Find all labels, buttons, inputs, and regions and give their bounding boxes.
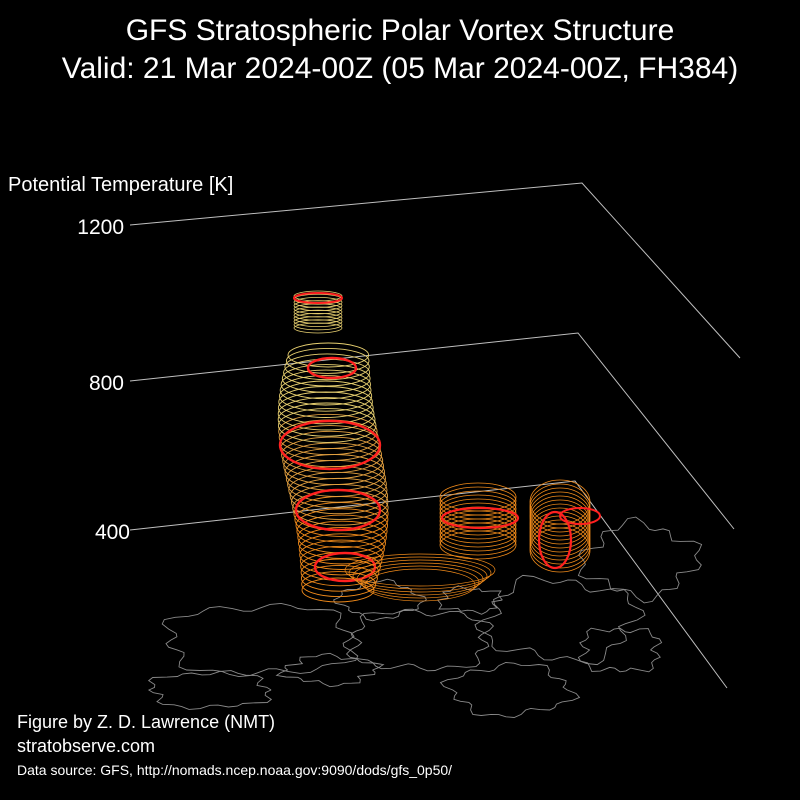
vortex-contour: [439, 502, 517, 532]
z-tick-label: 1200: [77, 216, 124, 239]
vortex-contour-highlight: [440, 506, 520, 530]
coastline: [161, 602, 359, 678]
vortex-contour: [439, 494, 517, 524]
vortex-contour: [529, 507, 591, 553]
vortex-contour: [277, 402, 376, 437]
coastline: [345, 608, 495, 672]
vortex-contour: [439, 486, 517, 516]
chart-subtitle: Valid: 21 Mar 2024-00Z (05 Mar 2024-00Z,…: [61, 52, 739, 85]
vortex-contour: [280, 369, 371, 400]
vortex-contour: [277, 397, 375, 431]
vortex-contour: [281, 364, 371, 393]
data-source-note: Data source: GFS, http://nomads.ncep.noa…: [17, 762, 453, 778]
vortex-contour: [299, 545, 383, 576]
coastline: [147, 670, 273, 710]
vortex-contour-highlight: [306, 356, 358, 380]
vortex-contour: [278, 386, 373, 418]
vortex-contour-highlight: [294, 488, 382, 532]
vortex-contour: [301, 571, 377, 598]
vortex-contour: [364, 568, 476, 602]
vortex-contour: [439, 490, 517, 520]
website-credit: stratobserve.com: [17, 736, 156, 756]
vortex-contour-highlight: [559, 507, 601, 525]
vortex-contour: [287, 342, 370, 368]
vortex-contour: [279, 375, 372, 406]
coastline: [474, 574, 646, 666]
vortex-contour: [300, 558, 380, 587]
vortex-contour: [529, 511, 591, 557]
vortex-contour-highlight: [293, 292, 343, 304]
vortex-contour: [285, 347, 370, 374]
vortex-contour: [344, 553, 496, 587]
vortex-contour: [282, 442, 384, 480]
chart-title: GFS Stratospheric Polar Vortex Structure: [125, 14, 675, 47]
vortex-contour: [529, 495, 591, 541]
vortex-contour: [529, 519, 591, 565]
z-tick-label: 400: [94, 521, 130, 544]
z-tick-label: 800: [88, 372, 124, 395]
z-grid-line: [129, 182, 741, 359]
coastline: [577, 627, 663, 673]
vortex-contour: [529, 491, 591, 537]
vortex-contour: [293, 290, 343, 302]
vortex-isosurfaces: [277, 290, 601, 603]
vortex-contour: [293, 296, 343, 308]
axis-frame: [129, 182, 741, 689]
coastline: [577, 516, 703, 604]
vortex-contour: [298, 527, 386, 559]
vortex-contour: [279, 380, 373, 412]
figure-credit: Figure by Z. D. Lawrence (NMT): [17, 712, 276, 732]
vortex-contour: [300, 564, 378, 592]
coastline: [436, 585, 503, 615]
vortex-contour: [356, 562, 484, 596]
vortex-contour: [277, 408, 377, 443]
vortex-contour: [295, 508, 389, 543]
vortex-contour: [439, 482, 517, 512]
vortex-contour: [294, 502, 389, 537]
coastline-map: [147, 516, 703, 718]
coastline: [275, 652, 385, 688]
vortex-contour: [352, 559, 488, 593]
coastline: [439, 662, 581, 718]
vortex-contour: [348, 556, 492, 590]
coastline: [333, 578, 427, 622]
vortex-contour: [529, 479, 591, 525]
vortex-contour: [529, 503, 591, 549]
vortex-contour: [293, 319, 343, 331]
z-grid-line: [129, 480, 728, 689]
vortex-contour: [298, 533, 385, 565]
vortex-contour: [278, 413, 378, 449]
vortex-contour-highlight: [313, 551, 377, 583]
vortex-contour: [529, 483, 591, 529]
vortex-contour: [281, 436, 383, 474]
z-grid-line: [129, 332, 735, 530]
vortex-contour: [299, 539, 384, 570]
vortex-contour-highlight: [537, 510, 573, 570]
vortex-contour: [296, 514, 388, 548]
vortex-contour-highlight: [278, 419, 382, 471]
vortex-contour: [284, 353, 370, 381]
z-axis-label: Potential Temperature [K]: [8, 174, 234, 196]
